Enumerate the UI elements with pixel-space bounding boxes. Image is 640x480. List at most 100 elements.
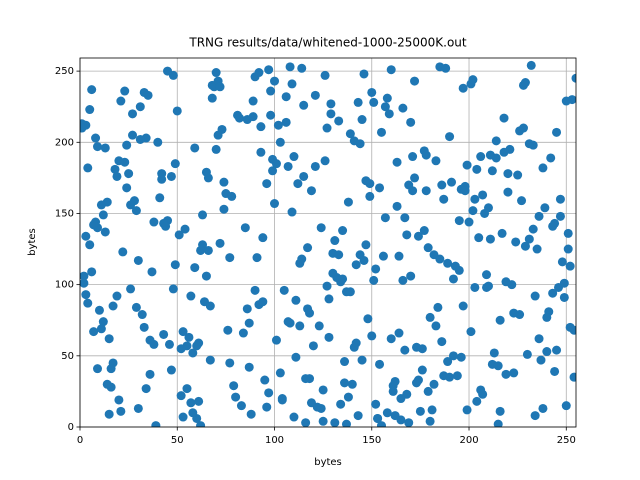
point bbox=[542, 347, 552, 357]
point bbox=[322, 123, 332, 133]
point bbox=[458, 301, 468, 311]
point bbox=[207, 93, 217, 103]
point bbox=[425, 312, 435, 322]
point bbox=[153, 137, 163, 147]
y-tick-label: 200 bbox=[55, 137, 74, 148]
point bbox=[318, 416, 328, 426]
point bbox=[244, 362, 254, 372]
point bbox=[464, 217, 474, 227]
point bbox=[102, 379, 112, 389]
point bbox=[540, 203, 550, 213]
point bbox=[375, 359, 385, 369]
ticks: 0 50 100 150 200 250 0 50 100 150 200 250 bbox=[55, 66, 576, 446]
chart-title: TRNG results/data/whitened-1000-25000K.o… bbox=[188, 36, 467, 50]
point bbox=[452, 371, 462, 381]
point bbox=[87, 267, 97, 277]
point bbox=[501, 369, 511, 379]
point bbox=[231, 392, 241, 402]
point bbox=[94, 305, 104, 315]
point bbox=[254, 68, 264, 78]
point bbox=[423, 243, 433, 253]
point bbox=[497, 228, 507, 238]
point bbox=[460, 186, 470, 196]
point bbox=[359, 69, 369, 79]
point bbox=[143, 90, 153, 100]
point bbox=[357, 355, 367, 365]
point bbox=[392, 201, 402, 211]
point bbox=[141, 384, 151, 394]
point bbox=[536, 355, 546, 365]
point bbox=[546, 153, 556, 163]
point bbox=[470, 194, 480, 204]
point bbox=[456, 352, 466, 362]
point bbox=[334, 250, 344, 260]
point bbox=[507, 280, 517, 290]
point bbox=[80, 278, 89, 288]
point bbox=[338, 226, 348, 236]
point bbox=[437, 337, 447, 347]
point bbox=[528, 224, 538, 234]
point bbox=[398, 103, 408, 113]
point bbox=[478, 389, 488, 399]
point bbox=[289, 412, 299, 422]
point bbox=[396, 394, 406, 404]
point bbox=[493, 419, 503, 427]
point bbox=[509, 308, 519, 318]
point bbox=[386, 334, 396, 344]
point bbox=[369, 275, 379, 285]
point bbox=[225, 358, 235, 368]
point bbox=[135, 134, 145, 144]
point bbox=[275, 137, 285, 147]
point bbox=[110, 164, 120, 174]
point bbox=[256, 147, 266, 157]
point bbox=[159, 329, 169, 339]
point bbox=[170, 260, 180, 270]
y-tick-label: 250 bbox=[55, 66, 74, 77]
point bbox=[176, 391, 186, 401]
point bbox=[258, 297, 268, 307]
point bbox=[476, 152, 486, 162]
x-tick-label: 0 bbox=[77, 435, 83, 446]
point bbox=[466, 327, 476, 337]
point bbox=[406, 271, 416, 281]
point bbox=[258, 233, 268, 243]
point bbox=[361, 176, 371, 186]
point bbox=[306, 398, 316, 408]
point bbox=[135, 102, 145, 112]
point bbox=[303, 243, 313, 253]
point bbox=[81, 231, 91, 241]
point bbox=[376, 127, 386, 137]
point bbox=[287, 207, 297, 217]
point bbox=[252, 253, 262, 263]
point bbox=[112, 291, 122, 301]
point bbox=[499, 147, 509, 157]
point bbox=[448, 274, 458, 284]
point bbox=[349, 136, 359, 146]
point bbox=[128, 109, 138, 119]
point bbox=[176, 344, 186, 354]
point bbox=[367, 331, 377, 341]
point bbox=[406, 117, 416, 127]
point bbox=[264, 65, 274, 75]
point bbox=[114, 156, 124, 166]
point bbox=[530, 411, 540, 421]
x-tick-label: 50 bbox=[171, 435, 184, 446]
point bbox=[318, 385, 328, 395]
point bbox=[378, 251, 388, 261]
point bbox=[188, 348, 198, 358]
y-tick-label: 50 bbox=[61, 351, 74, 362]
point bbox=[474, 233, 484, 243]
point bbox=[116, 406, 126, 416]
point bbox=[227, 191, 237, 201]
point bbox=[320, 70, 330, 80]
point bbox=[443, 357, 453, 367]
point bbox=[361, 240, 371, 250]
point bbox=[234, 113, 244, 123]
point bbox=[192, 341, 202, 351]
point bbox=[493, 361, 503, 371]
point bbox=[423, 386, 433, 396]
point bbox=[242, 304, 252, 314]
point bbox=[283, 161, 293, 171]
point bbox=[542, 312, 552, 322]
point bbox=[330, 236, 340, 246]
